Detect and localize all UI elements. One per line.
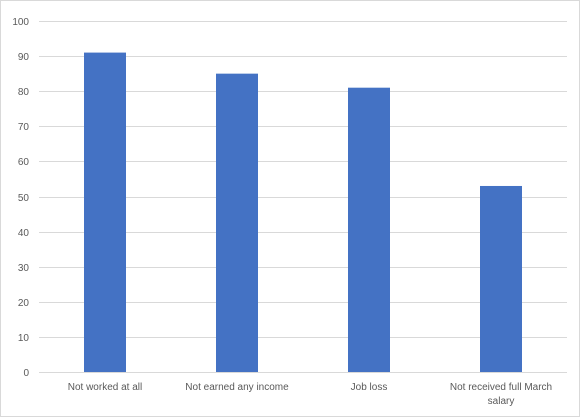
y-axis-tick-labels: 0 10 20 30 40 50 60 70 80 90 100 [12, 17, 29, 379]
x-category-label-line: salary [488, 396, 515, 407]
bar-2 [216, 73, 258, 373]
gridlines [39, 21, 567, 373]
x-category-label: Not received full March salary [450, 382, 552, 407]
y-tick-label: 0 [23, 368, 29, 379]
x-category-label: Not worked at all [68, 382, 142, 393]
y-tick-label: 60 [18, 157, 30, 168]
x-axis-category-labels: Not worked at all Not earned any income Jo… [68, 382, 552, 407]
y-tick-label: 50 [18, 193, 30, 204]
x-category-label: Job loss [351, 382, 388, 393]
y-tick-label: 40 [18, 228, 30, 239]
y-tick-label: 100 [12, 17, 29, 28]
y-tick-label: 30 [18, 263, 30, 274]
y-tick-label: 20 [18, 298, 30, 309]
bar-3 [348, 87, 390, 372]
y-tick-label: 80 [18, 87, 30, 98]
x-category-label-line: Not earned any income [185, 382, 289, 393]
y-tick-label: 70 [18, 122, 30, 133]
bar-1 [84, 52, 126, 373]
y-tick-label: 90 [18, 52, 30, 63]
y-tick-label: 10 [18, 333, 30, 344]
x-category-label-line: Job loss [351, 382, 388, 393]
bars [84, 52, 522, 373]
x-category-label: Not earned any income [185, 382, 289, 393]
x-category-label-line: Not received full March [450, 382, 552, 393]
x-category-label-line: Not worked at all [68, 382, 142, 393]
bar-4 [480, 185, 522, 372]
